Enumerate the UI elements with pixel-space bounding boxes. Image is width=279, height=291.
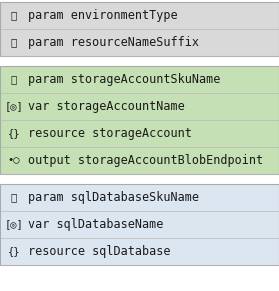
- Text: ⬠: ⬠: [11, 38, 17, 47]
- Bar: [0, 66, 279, 93]
- Bar: [0, 184, 279, 211]
- Bar: [0, 66, 279, 174]
- Bar: [0, 2, 279, 56]
- Bar: [0, 29, 279, 56]
- Text: [◎]: [◎]: [5, 102, 23, 111]
- Bar: [0, 147, 279, 174]
- Text: var sqlDatabaseName: var sqlDatabaseName: [28, 218, 163, 231]
- Bar: [0, 93, 279, 120]
- Text: {}: {}: [8, 129, 20, 139]
- Text: param storageAccountSkuName: param storageAccountSkuName: [28, 73, 220, 86]
- Text: resource sqlDatabase: resource sqlDatabase: [28, 245, 170, 258]
- Text: ⬠: ⬠: [11, 193, 17, 203]
- Bar: [0, 184, 279, 265]
- Text: •○: •○: [8, 155, 20, 166]
- Text: ⬠: ⬠: [11, 74, 17, 84]
- Text: var storageAccountName: var storageAccountName: [28, 100, 185, 113]
- Text: param environmentType: param environmentType: [28, 9, 178, 22]
- Bar: [0, 211, 279, 238]
- Text: resource storageAccount: resource storageAccount: [28, 127, 192, 140]
- Text: ⬠: ⬠: [11, 10, 17, 20]
- Text: param resourceNameSuffix: param resourceNameSuffix: [28, 36, 199, 49]
- Text: {}: {}: [8, 246, 20, 256]
- Text: output storageAccountBlobEndpoint: output storageAccountBlobEndpoint: [28, 154, 263, 167]
- Text: [◎]: [◎]: [5, 219, 23, 230]
- Bar: [0, 238, 279, 265]
- Bar: [0, 2, 279, 29]
- Bar: [0, 120, 279, 147]
- Text: param sqlDatabaseSkuName: param sqlDatabaseSkuName: [28, 191, 199, 204]
